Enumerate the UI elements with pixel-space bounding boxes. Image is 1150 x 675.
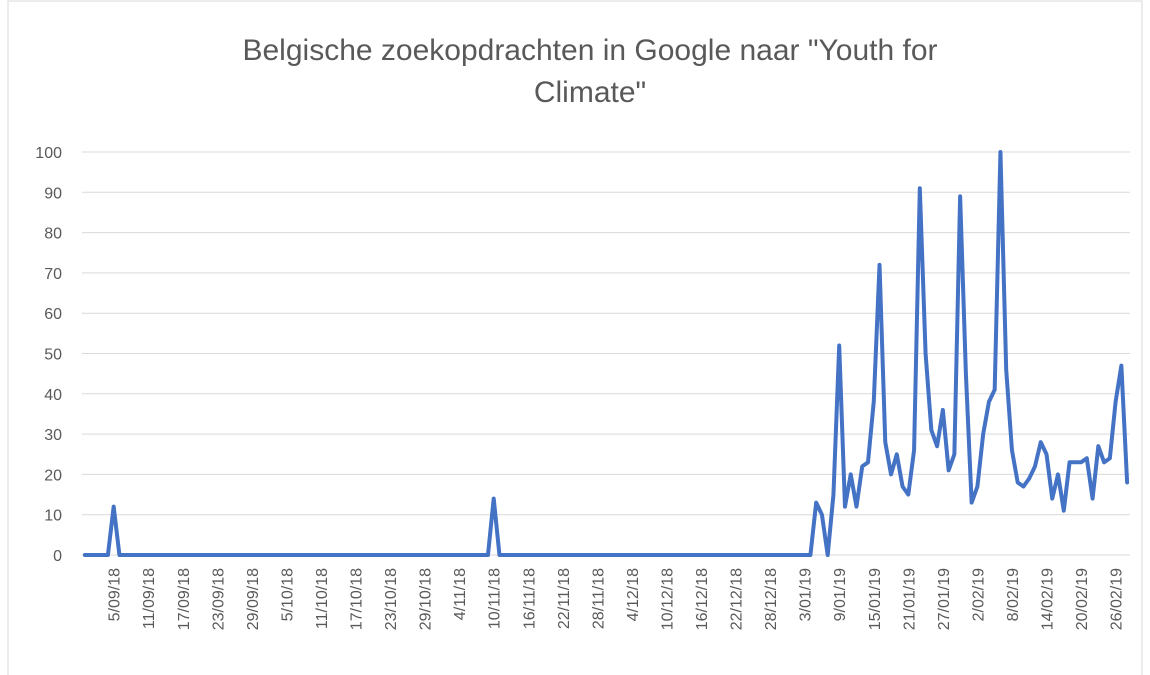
x-tick-label: 3/01/19 — [798, 568, 815, 621]
x-tick-label: 2/02/19 — [970, 568, 987, 621]
y-tick-label: 50 — [44, 347, 62, 364]
x-tick-label: 4/12/18 — [625, 568, 642, 621]
x-tick-label: 23/09/18 — [210, 568, 227, 630]
x-tick-label: 16/12/18 — [694, 568, 711, 630]
x-tick-label: 28/12/18 — [763, 568, 780, 630]
x-tick-label: 22/12/18 — [729, 568, 746, 630]
x-tick-label: 17/09/18 — [176, 568, 193, 630]
x-tick-label: 9/01/19 — [832, 568, 849, 621]
y-tick-label: 100 — [35, 145, 62, 162]
x-tick-label: 11/10/18 — [314, 568, 331, 629]
y-tick-label: 80 — [44, 226, 62, 243]
y-tick-label: 70 — [44, 266, 62, 283]
x-tick-label: 11/09/18 — [141, 568, 158, 629]
x-tick-label: 27/01/19 — [936, 568, 953, 630]
y-tick-label: 20 — [44, 467, 62, 484]
x-tick-label: 17/10/18 — [349, 568, 366, 630]
line — [82, 150, 1130, 557]
x-tick-label: 15/01/19 — [867, 568, 884, 630]
x-tick-label: 29/09/18 — [245, 568, 262, 630]
x-tick-label: 29/10/18 — [418, 568, 435, 630]
x-tick-label: 20/02/19 — [1074, 568, 1091, 630]
x-tick-label: 21/01/19 — [901, 568, 918, 630]
chart-title: Belgische zoekopdrachten in Google naar … — [242, 34, 937, 109]
x-tick-label: 14/02/19 — [1040, 568, 1057, 630]
x-tick-label: 23/10/18 — [383, 568, 400, 630]
y-tick-label: 30 — [44, 427, 62, 444]
x-tick-label: 10/11/18 — [487, 568, 504, 629]
x-tick-label: 26/02/19 — [1109, 568, 1126, 630]
x-tick-label: 22/11/18 — [556, 568, 573, 629]
x-tick-label: 28/11/18 — [590, 568, 607, 629]
x-tick-label: 4/11/18 — [452, 568, 469, 620]
y-tick-label: 0 — [53, 548, 62, 565]
x-tick-label: 10/12/18 — [659, 568, 676, 630]
chart-border — [7, 0, 1143, 675]
x-tick-label: 16/11/18 — [521, 568, 538, 629]
y-tick-label: 40 — [44, 387, 62, 404]
y-tick-label: 10 — [44, 508, 62, 525]
x-tick-label: 8/02/19 — [1005, 568, 1022, 621]
y-tick-label: 60 — [44, 306, 62, 323]
x-tick-label: 5/10/18 — [279, 568, 296, 621]
y-tick-label: 90 — [44, 185, 62, 202]
x-tick-label: 5/09/18 — [107, 568, 124, 621]
